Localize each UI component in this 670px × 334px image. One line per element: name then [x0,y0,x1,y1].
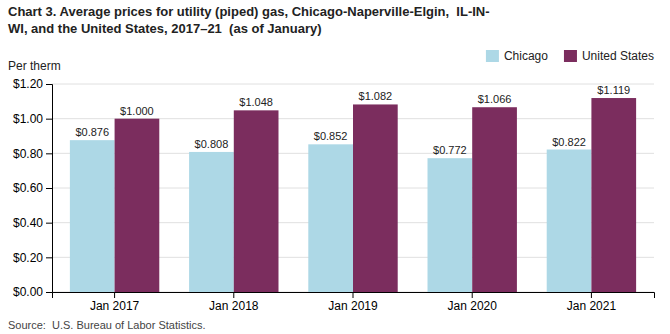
data-label: $0.772 [433,144,467,156]
x-tick: Jan 2018 [209,292,259,313]
axis-line [46,85,53,293]
bar [547,150,592,292]
y-tick: $1.00 [13,112,52,126]
title-line: WI, and the United States, 2017–21 (as o… [8,21,322,36]
tick-label: $0.40 [13,216,43,230]
data-label: $0.876 [75,126,109,138]
grid [52,84,654,292]
tick-mark [233,292,234,298]
y-tick: $1.20 [13,77,52,91]
bar [308,144,353,292]
data-label: $1.119 [597,84,630,96]
tick-mark [472,292,473,298]
tick-label: Jan 2020 [448,299,498,313]
bars [70,98,636,292]
chart: Chart 3. Average prices for utility (pip… [0,0,670,334]
x-tick: Jan 2017 [90,292,140,313]
x-axis: Jan 2017 Jan 2018 Jan 2019 Jan 2020 Jan 2021 [53,292,655,313]
y-tick: $0.00 [13,285,52,299]
y-axis: $0.00 $0.20 $0.40 $0.60 $0.80 $1.00 $1.20 [13,77,53,299]
data-label: $1.048 [239,96,273,108]
legend-item: Chicago [486,49,548,63]
x-tick: Jan 2020 [448,292,498,313]
data-label: $0.852 [314,130,348,142]
axis-line [53,293,655,299]
bar [428,158,473,292]
tick-mark [591,292,592,298]
y-tick: $0.40 [13,216,52,230]
y-tick: $0.20 [13,251,52,265]
tick-mark [46,223,52,224]
bar [189,152,234,292]
legend-item: United States [564,49,654,63]
y-tick: $0.80 [13,147,52,161]
data-label: $1.082 [359,90,393,102]
tick-label: $0.20 [13,251,43,265]
data-labels: $0.876 $0.808 $0.852 $0.772 $0.822 $1.000 $1.0… [75,84,630,156]
data-label: $0.822 [552,136,586,148]
tick-label: Jan 2018 [209,299,259,313]
bar [234,110,279,292]
tick-mark [114,292,115,298]
tick-mark [46,119,52,120]
data-label: $1.066 [478,93,512,105]
legend: Chicago United States [486,49,654,63]
data-label: $1.000 [120,105,154,117]
data-label: $0.808 [195,138,229,150]
y-tick: $0.60 [13,181,52,195]
bar [70,140,115,292]
tick-mark [353,292,354,298]
tick-label: $0.60 [13,181,43,195]
tick-label: $0.00 [13,285,43,299]
tick-label: Jan 2017 [90,299,140,313]
x-tick: Jan 2021 [567,292,617,313]
tick-label: Jan 2019 [328,299,378,313]
title-line: Chart 3. Average prices for utility (pip… [8,4,490,19]
bar [115,119,160,292]
plot: $0.00 $0.20 $0.40 $0.60 $0.80 $1.00 $1.20 Jan 2… [13,77,655,312]
legend-label: United States [582,49,654,63]
tick-label: $0.80 [13,147,43,161]
x-tick: Jan 2019 [328,292,378,313]
tick-mark [46,188,52,189]
tick-label: $1.00 [13,112,43,126]
bar [472,107,517,292]
bar [353,104,398,292]
legend-swatch [564,50,577,62]
tick-mark [46,257,52,258]
y-label: Per therm [8,59,61,73]
legend-swatch [486,50,499,62]
bar [591,98,636,292]
source: Source: U.S. Bureau of Labor Statistics. [8,319,205,331]
grid-line [52,84,654,85]
tick-mark [46,153,52,154]
legend-label: Chicago [504,49,548,63]
tick-mark [46,292,52,293]
title: Chart 3. Average prices for utility (pip… [8,4,490,36]
tick-label: $1.20 [13,77,43,91]
tick-label: Jan 2021 [567,299,617,313]
tick-mark [46,84,52,85]
